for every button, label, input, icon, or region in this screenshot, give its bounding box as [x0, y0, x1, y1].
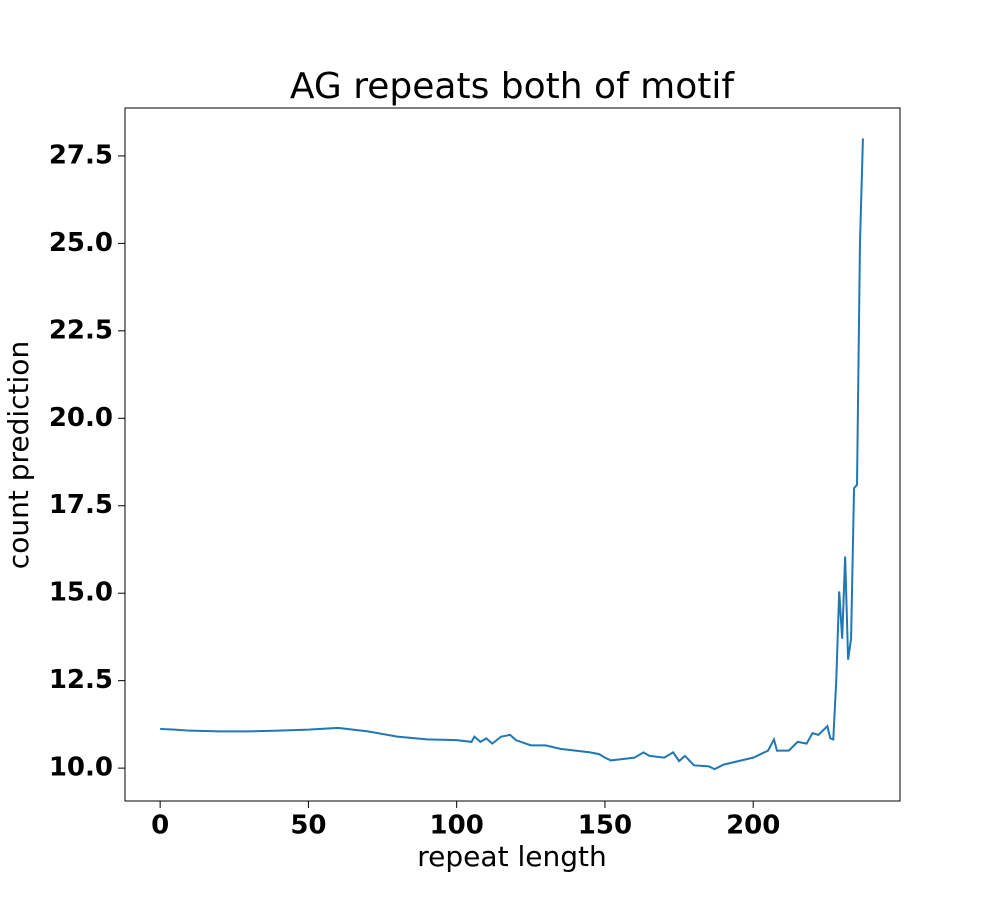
x-tick-label: 0: [151, 811, 169, 841]
x-tick-label: 150: [578, 811, 632, 841]
y-tick-label: 20.0: [49, 403, 113, 433]
line-series: [160, 138, 864, 771]
x-tick-label: 50: [290, 811, 326, 841]
y-tick-label: 17.5: [49, 490, 113, 520]
y-tick-label: 27.5: [49, 140, 113, 170]
y-tick-label: 22.5: [49, 315, 113, 345]
x-axis-label: repeat length: [417, 840, 606, 873]
y-tick-label: 10.0: [49, 753, 113, 783]
x-tick-label: 100: [430, 811, 484, 841]
plot-frame: [124, 107, 901, 802]
y-tick-label: 15.0: [49, 578, 113, 608]
y-tick-label: 12.5: [49, 665, 113, 695]
y-tick-label: 25.0: [49, 228, 113, 258]
y-axis-label: count prediction: [2, 341, 35, 569]
chart-title: AG repeats both of motif: [290, 66, 735, 107]
x-tick-label: 200: [726, 811, 780, 841]
